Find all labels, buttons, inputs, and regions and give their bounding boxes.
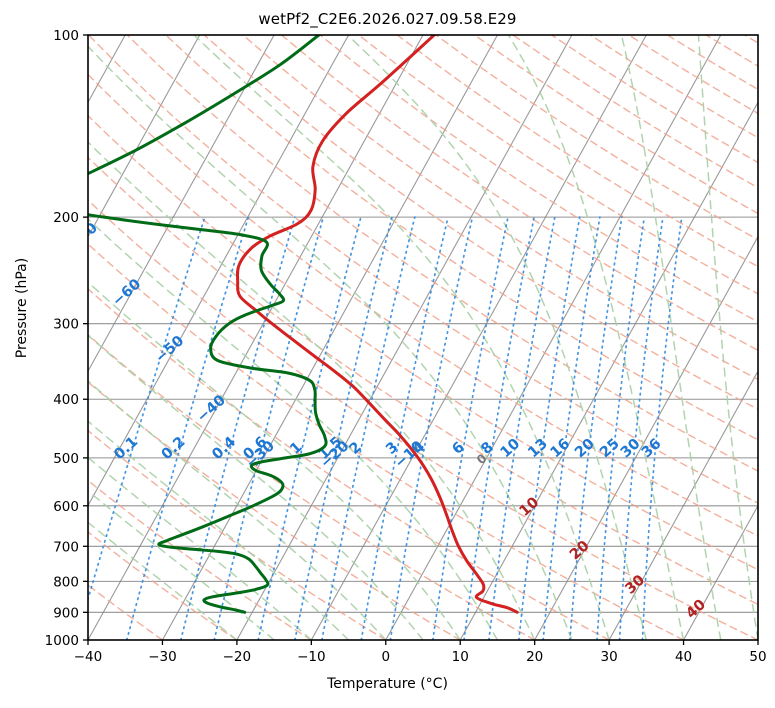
dewpoint-profile-line-group: [88, 35, 328, 614]
y-tick-label: 400: [53, 392, 79, 408]
y-tick-label: 100: [53, 28, 79, 44]
y-tick-label: 700: [53, 539, 79, 555]
temperature-profile-line-group: [235, 35, 519, 614]
x-tick-label: −10: [297, 649, 326, 665]
isotherm-lines: [88, 35, 758, 640]
y-tick-label: 200: [53, 210, 79, 226]
x-tick-label: 10: [452, 649, 469, 665]
x-tick-label: −30: [148, 649, 177, 665]
x-tick-label: −40: [74, 649, 103, 665]
y-tick-label: 600: [53, 499, 79, 515]
x-tick-label: 0: [381, 649, 390, 665]
plot-background: [88, 35, 758, 640]
temperature-profile-line: [235, 35, 519, 614]
y-tick-label: 900: [53, 605, 79, 621]
y-tick-label: 300: [53, 317, 79, 333]
dewpoint-profile-line: [88, 35, 328, 614]
x-tick-label: 50: [749, 649, 766, 665]
y-tick-label: 800: [53, 574, 79, 590]
page-title: wetPf2_C2E6.2026.027.09.58.E29: [258, 10, 517, 28]
isotherm-label: −80: [24, 162, 59, 196]
x-axis-label: Temperature (°C): [327, 676, 448, 692]
x-tick-label: 30: [601, 649, 618, 665]
mixing-ratio-lines: [88, 216, 683, 640]
x-tick-label: 20: [526, 649, 543, 665]
plot-frame: [87, 34, 759, 641]
x-tick-label: 40: [675, 649, 692, 665]
dry-adiabat-lines: [88, 35, 758, 640]
isotherm-label: −90: [0, 104, 17, 138]
y-tick-label: 1000: [45, 633, 79, 649]
moist-adiabat-lines: [88, 35, 758, 640]
x-tick-label: −20: [223, 649, 252, 665]
y-tick-label: 500: [53, 451, 79, 467]
